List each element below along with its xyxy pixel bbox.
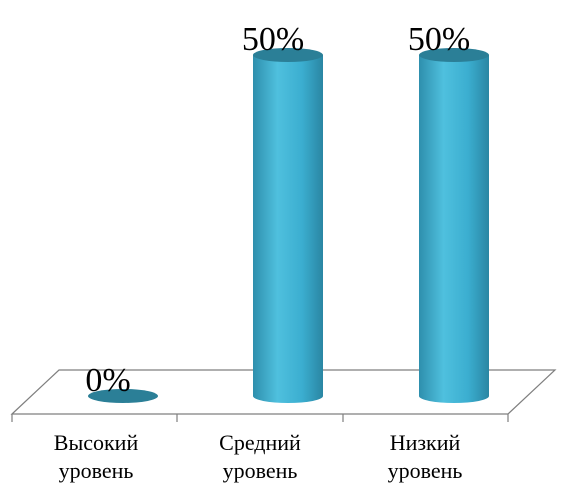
bar-top	[253, 48, 323, 62]
data-label: 0%	[85, 362, 130, 399]
bar	[253, 48, 323, 403]
tick-label: Высокий	[54, 430, 139, 455]
bar-body	[419, 55, 489, 403]
bar-body	[253, 55, 323, 403]
x-axis-labels: Высокий уровень Средний уровень Низкий у…	[54, 430, 463, 483]
chart-floor	[10, 369, 557, 422]
bar-top	[88, 389, 158, 403]
data-labels: 0% 50% 50%	[85, 21, 470, 399]
tick-label: Низкий	[390, 430, 461, 455]
tick-label: уровень	[388, 458, 463, 483]
data-label: 50%	[242, 21, 304, 58]
bar-top	[419, 48, 489, 62]
tick-label: Средний	[219, 430, 301, 455]
bar	[419, 48, 489, 403]
bar	[88, 389, 158, 403]
tick-label: уровень	[59, 458, 134, 483]
bars	[88, 48, 489, 403]
tick-label: уровень	[223, 458, 298, 483]
data-label: 50%	[408, 21, 470, 58]
